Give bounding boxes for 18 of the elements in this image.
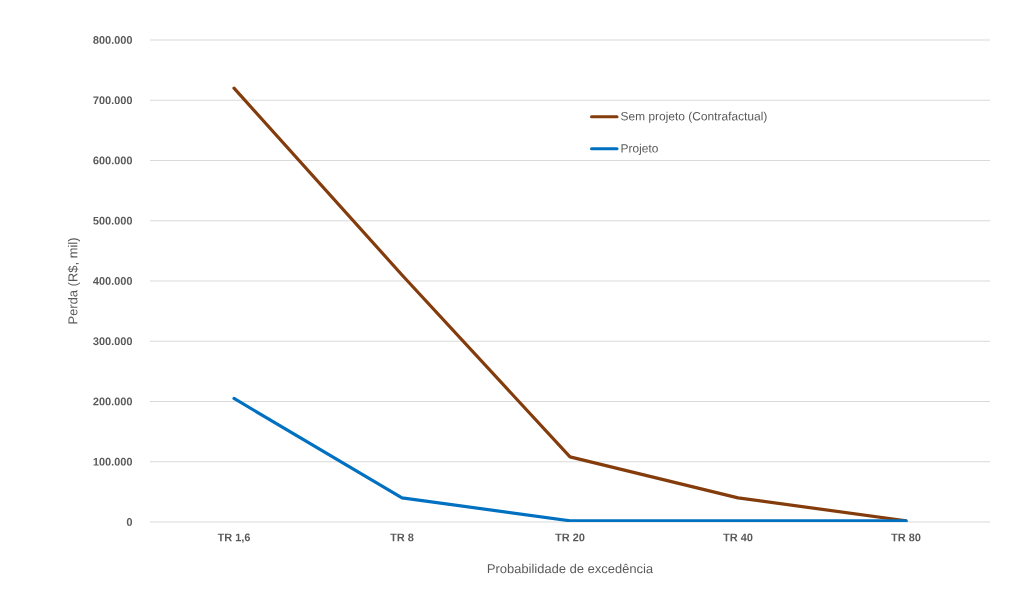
x-axis-title: Probabilidade de excedência [487,563,654,574]
x-tick-label: TR 8 [390,533,414,542]
legend-label: Projeto [621,143,658,155]
y-tick-label: 800.000 [93,36,133,44]
legend-label: Sem projeto (Contrafactual) [621,111,767,123]
y-tick-label: 600.000 [93,156,133,165]
y-tick-label: 0 [126,518,133,526]
y-tick-label: 100.000 [93,457,133,466]
y-tick-label: 300.000 [93,337,133,346]
x-tick-label: TR 1,6 [217,533,251,543]
x-tick-label: TR 80 [891,533,921,542]
y-tick-label: 500.000 [93,216,133,225]
y-tick-label: 400.000 [93,277,133,285]
y-tick-label: 700.000 [93,96,133,105]
y-axis-title: Perda (R$, mil) [67,238,81,324]
x-tick-label: TR 40 [723,533,753,542]
y-tick-label: 200.000 [93,397,133,406]
x-tick-label: TR 20 [555,533,585,542]
